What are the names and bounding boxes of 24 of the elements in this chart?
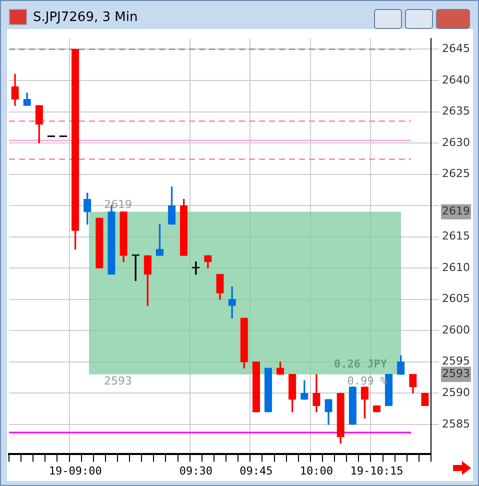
annotation: 2593 bbox=[104, 374, 132, 388]
y-tick-label: 2605 bbox=[442, 292, 470, 306]
x-tick-label: 10:00 bbox=[300, 464, 334, 478]
y-tick-label: 2595 bbox=[442, 354, 470, 368]
y-tick-label: 2625 bbox=[442, 167, 470, 180]
y-tick-label: 2610 bbox=[442, 260, 470, 274]
y-tick-label: 2615 bbox=[442, 230, 470, 243]
y-tick-label: 2645 bbox=[442, 42, 470, 56]
candlestick bbox=[228, 286, 236, 318]
x-tick-label: 19-10:15 bbox=[350, 464, 404, 478]
x-tick-label: 09:30 bbox=[179, 464, 212, 478]
x-tick-label: 19-09:00 bbox=[48, 464, 102, 478]
y-tick-label: 2585 bbox=[442, 417, 470, 430]
y-tick-label: 2593 bbox=[442, 367, 470, 380]
annotation: 0.26 JPY bbox=[334, 358, 388, 371]
y-tick-label: 2590 bbox=[442, 386, 470, 400]
annotation: 2619 bbox=[104, 198, 132, 212]
y-tick-label: 2630 bbox=[442, 136, 470, 149]
x-tick-label: 09:45 bbox=[240, 464, 273, 478]
chart-title: S.JPJ7269, 3 Min bbox=[33, 10, 138, 24]
y-tick-label: 2640 bbox=[442, 73, 470, 86]
y-tick-label: 2635 bbox=[442, 104, 470, 118]
y-tick-label: 2600 bbox=[442, 323, 470, 336]
y-tick-label: 2619 bbox=[442, 204, 470, 218]
